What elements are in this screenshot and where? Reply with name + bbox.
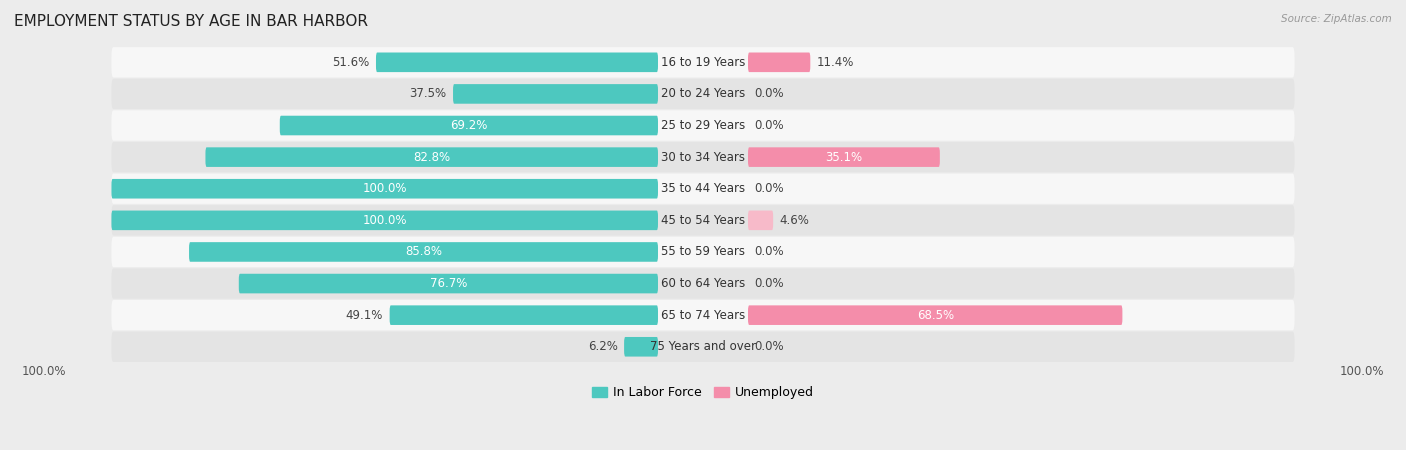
Text: 4.6%: 4.6% [779,214,810,227]
Text: 25 to 29 Years: 25 to 29 Years [661,119,745,132]
Text: 51.6%: 51.6% [332,56,370,69]
Text: 55 to 59 Years: 55 to 59 Years [661,245,745,258]
Text: 6.2%: 6.2% [588,340,617,353]
FancyBboxPatch shape [748,147,939,167]
Text: EMPLOYMENT STATUS BY AGE IN BAR HARBOR: EMPLOYMENT STATUS BY AGE IN BAR HARBOR [14,14,368,28]
FancyBboxPatch shape [111,237,1295,267]
Text: 100.0%: 100.0% [21,365,66,378]
FancyBboxPatch shape [111,174,1295,204]
FancyBboxPatch shape [111,332,1295,362]
Text: 100.0%: 100.0% [363,214,406,227]
FancyBboxPatch shape [748,306,1122,325]
FancyBboxPatch shape [111,179,658,198]
Text: 30 to 34 Years: 30 to 34 Years [661,151,745,164]
Text: 49.1%: 49.1% [346,309,384,322]
Text: 35.1%: 35.1% [825,151,862,164]
Text: 11.4%: 11.4% [817,56,853,69]
Text: 0.0%: 0.0% [755,119,785,132]
Text: 75 Years and over: 75 Years and over [650,340,756,353]
Text: 20 to 24 Years: 20 to 24 Years [661,87,745,100]
FancyBboxPatch shape [389,306,658,325]
Text: 76.7%: 76.7% [430,277,467,290]
Text: 60 to 64 Years: 60 to 64 Years [661,277,745,290]
Text: 35 to 44 Years: 35 to 44 Years [661,182,745,195]
FancyBboxPatch shape [748,53,810,72]
FancyBboxPatch shape [111,300,1295,330]
Text: 85.8%: 85.8% [405,245,441,258]
FancyBboxPatch shape [375,53,658,72]
FancyBboxPatch shape [453,84,658,104]
Text: 0.0%: 0.0% [755,340,785,353]
Text: 16 to 19 Years: 16 to 19 Years [661,56,745,69]
Text: 45 to 54 Years: 45 to 54 Years [661,214,745,227]
Text: 100.0%: 100.0% [363,182,406,195]
FancyBboxPatch shape [111,268,1295,299]
Text: 0.0%: 0.0% [755,277,785,290]
Text: 37.5%: 37.5% [409,87,447,100]
FancyBboxPatch shape [111,47,1295,77]
FancyBboxPatch shape [111,110,1295,141]
FancyBboxPatch shape [188,242,658,262]
Legend: In Labor Force, Unemployed: In Labor Force, Unemployed [586,381,820,404]
Text: 65 to 74 Years: 65 to 74 Years [661,309,745,322]
FancyBboxPatch shape [111,205,1295,235]
FancyBboxPatch shape [239,274,658,293]
FancyBboxPatch shape [748,211,773,230]
FancyBboxPatch shape [624,337,658,356]
Text: 0.0%: 0.0% [755,87,785,100]
Text: 0.0%: 0.0% [755,182,785,195]
Text: 68.5%: 68.5% [917,309,953,322]
FancyBboxPatch shape [205,147,658,167]
Text: 100.0%: 100.0% [1340,365,1385,378]
FancyBboxPatch shape [111,142,1295,172]
Text: 69.2%: 69.2% [450,119,488,132]
FancyBboxPatch shape [111,211,658,230]
Text: Source: ZipAtlas.com: Source: ZipAtlas.com [1281,14,1392,23]
FancyBboxPatch shape [280,116,658,135]
Text: 82.8%: 82.8% [413,151,450,164]
FancyBboxPatch shape [111,79,1295,109]
Text: 0.0%: 0.0% [755,245,785,258]
